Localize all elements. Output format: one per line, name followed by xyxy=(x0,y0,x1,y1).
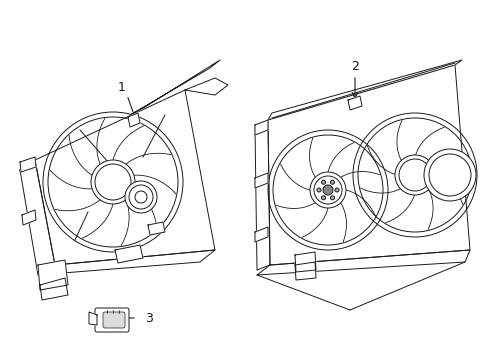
Polygon shape xyxy=(254,227,267,242)
Polygon shape xyxy=(294,262,315,280)
Polygon shape xyxy=(35,90,215,265)
Circle shape xyxy=(309,172,346,208)
Circle shape xyxy=(334,188,338,192)
Polygon shape xyxy=(130,60,220,115)
Circle shape xyxy=(330,180,334,184)
Circle shape xyxy=(91,160,135,204)
Circle shape xyxy=(316,188,320,192)
Polygon shape xyxy=(267,65,469,265)
Polygon shape xyxy=(20,160,55,275)
Polygon shape xyxy=(38,260,68,290)
Circle shape xyxy=(321,180,325,184)
Text: 2: 2 xyxy=(350,59,358,72)
Polygon shape xyxy=(267,60,461,120)
Polygon shape xyxy=(294,252,315,272)
Polygon shape xyxy=(184,78,227,95)
Polygon shape xyxy=(128,113,140,127)
Circle shape xyxy=(321,196,325,200)
Circle shape xyxy=(423,149,475,201)
Polygon shape xyxy=(40,278,68,300)
Polygon shape xyxy=(115,245,142,263)
Polygon shape xyxy=(38,250,215,275)
Polygon shape xyxy=(20,157,36,172)
Circle shape xyxy=(135,191,147,203)
Polygon shape xyxy=(347,96,361,110)
FancyBboxPatch shape xyxy=(95,308,129,332)
Polygon shape xyxy=(148,222,164,235)
Polygon shape xyxy=(257,250,469,275)
Circle shape xyxy=(125,181,157,213)
Polygon shape xyxy=(254,173,267,188)
Circle shape xyxy=(394,155,434,195)
FancyBboxPatch shape xyxy=(103,312,125,328)
Polygon shape xyxy=(89,312,97,325)
Circle shape xyxy=(330,196,334,200)
Polygon shape xyxy=(254,120,269,270)
Circle shape xyxy=(323,185,332,195)
Polygon shape xyxy=(22,210,36,225)
Text: 1: 1 xyxy=(118,81,126,94)
Polygon shape xyxy=(254,120,267,135)
Text: 3: 3 xyxy=(145,311,153,324)
